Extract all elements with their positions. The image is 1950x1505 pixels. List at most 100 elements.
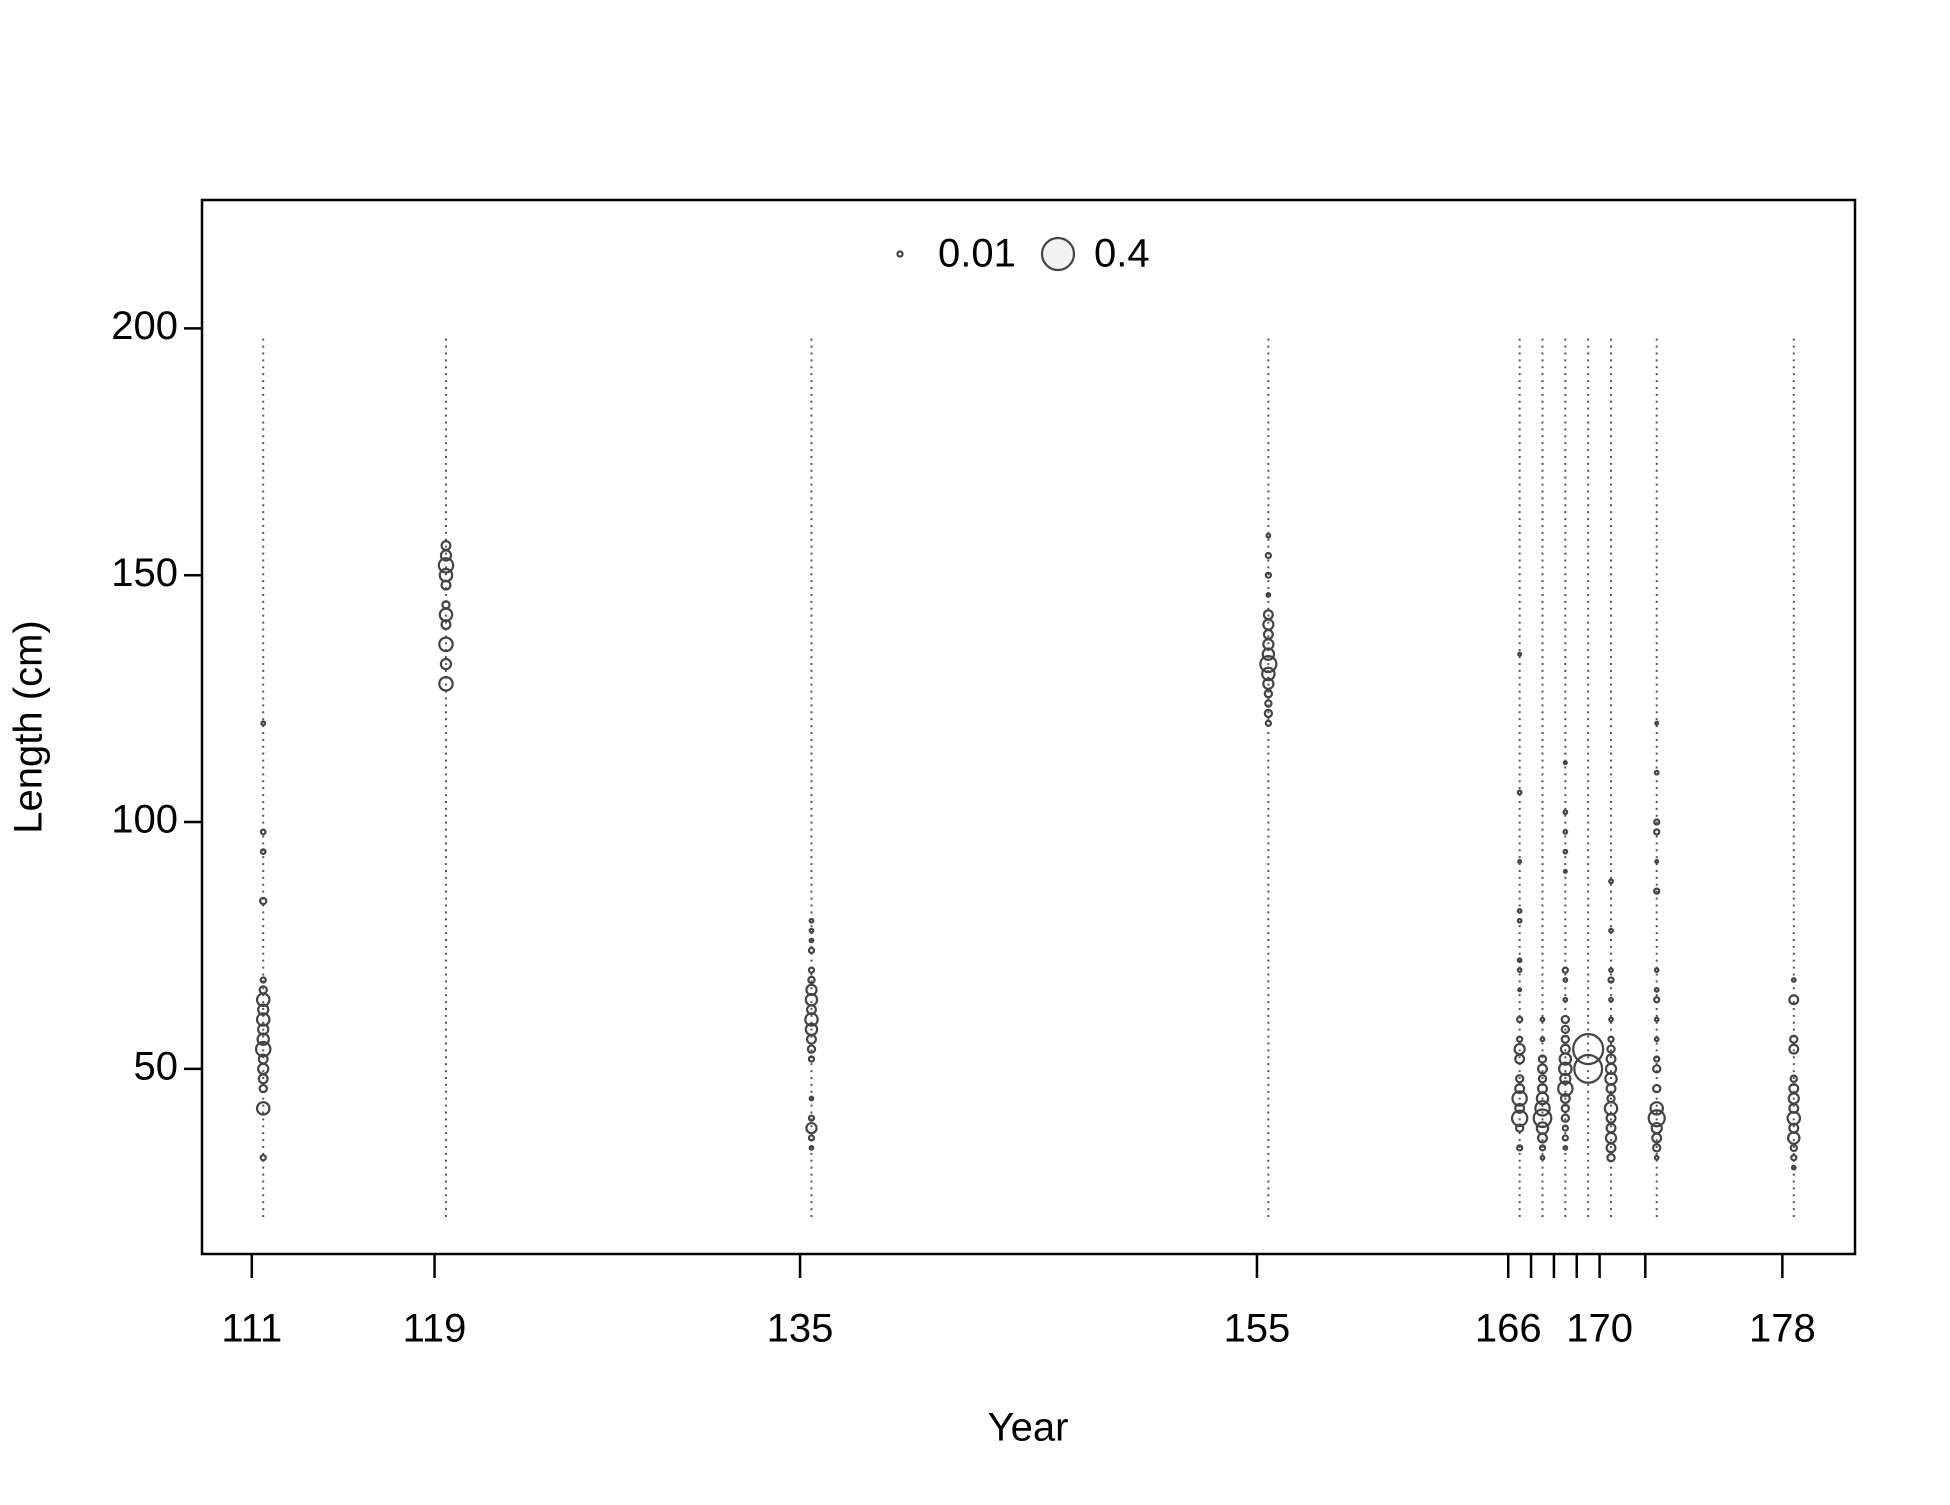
bubble [1537,1063,1548,1075]
bubble [1562,848,1569,855]
bubble [1653,769,1660,776]
bubble [807,1134,816,1142]
bubble [1653,1154,1660,1161]
bubble [255,992,271,1008]
bubble [1607,976,1615,984]
x-tick-label: 166 [1475,1307,1542,1351]
bubble [1262,618,1275,631]
bubble [1654,720,1660,726]
bubble [1605,1083,1617,1095]
bubble [1559,1043,1571,1055]
bubble [1653,1016,1660,1023]
y-tick-label: 150 [111,551,178,595]
bubble [1514,1074,1525,1084]
bubble [1605,1142,1617,1154]
bubble [259,976,267,984]
bubble [257,1062,270,1076]
bubble [259,896,268,906]
bubble [258,1083,268,1094]
bubble [1562,996,1569,1003]
plot-frame [200,198,1857,1256]
bubble [807,1055,816,1063]
legend-bubble [896,250,904,258]
bubble [1652,1083,1662,1094]
bubble [805,1033,817,1045]
bubble [1263,708,1274,719]
bubble [1517,987,1523,993]
bubble [438,676,454,692]
bubble [807,975,816,985]
bubble [1557,1080,1574,1097]
bubble [804,1012,819,1027]
bubble [1572,1033,1605,1066]
bubble [437,557,455,574]
bubble [1516,1015,1524,1024]
bubble [1511,1090,1528,1107]
bubble [807,946,816,955]
bubble [808,917,815,924]
bubble [256,1032,270,1047]
bubble [1790,1154,1798,1162]
bubble [1261,647,1276,661]
bubble [1608,927,1614,934]
bubble [1562,829,1569,835]
bubble [1516,917,1523,924]
bubble [1653,887,1661,895]
bubble [1608,996,1614,1003]
bubble [1537,1054,1548,1064]
x-tick-label: 111 [221,1307,282,1351]
bubble [1516,908,1523,914]
bubble [1607,1035,1615,1043]
bubble [1264,699,1273,708]
bubble [1606,1153,1616,1163]
bubble [1539,1036,1546,1043]
bubble [260,720,267,727]
bubble [1532,1108,1553,1129]
bubble [1262,628,1274,640]
bubble [1259,654,1278,674]
bubble [1561,966,1569,974]
bubble [805,1121,818,1135]
bubble [1789,1074,1798,1083]
bubble [1517,651,1523,657]
bubble [440,579,452,591]
bubble [1653,967,1660,974]
bubble [1560,1014,1571,1025]
bubble [1789,1034,1799,1044]
bubble [1649,1101,1665,1116]
bubble [1651,1132,1663,1144]
bubble [441,600,451,610]
bubble [806,1044,817,1054]
bubble [1534,1100,1551,1117]
x-tick-label: 178 [1749,1307,1816,1351]
bubble [259,1154,267,1162]
legend-label: 0.4 [1094,232,1150,276]
bubble [1264,719,1272,727]
bubble [254,1040,272,1058]
y-axis-title: Length (cm) [7,620,51,833]
bubble [1605,1122,1617,1134]
bubble [439,549,453,562]
bubble [1539,1016,1546,1023]
bubble [257,1073,269,1085]
bubble [1788,994,1800,1006]
bubble [1790,977,1797,983]
bubble [1789,1143,1798,1153]
bubble [808,1144,815,1151]
x-axis-title: Year [988,1406,1069,1450]
bubble [1562,760,1568,766]
bubble [1558,1061,1573,1077]
x-tick-label: 135 [767,1307,834,1351]
bubble [440,619,452,631]
bubble [1264,551,1272,560]
bubble [1653,996,1661,1004]
bubble [1537,1074,1548,1084]
bubble [1537,1132,1548,1144]
bubble [1608,1016,1614,1023]
bubble [1653,1055,1661,1063]
bubble [1510,1109,1529,1127]
bubble [1559,1072,1572,1085]
bubble [255,1101,271,1116]
bubble [1539,1154,1546,1161]
bubble [1560,1034,1571,1044]
